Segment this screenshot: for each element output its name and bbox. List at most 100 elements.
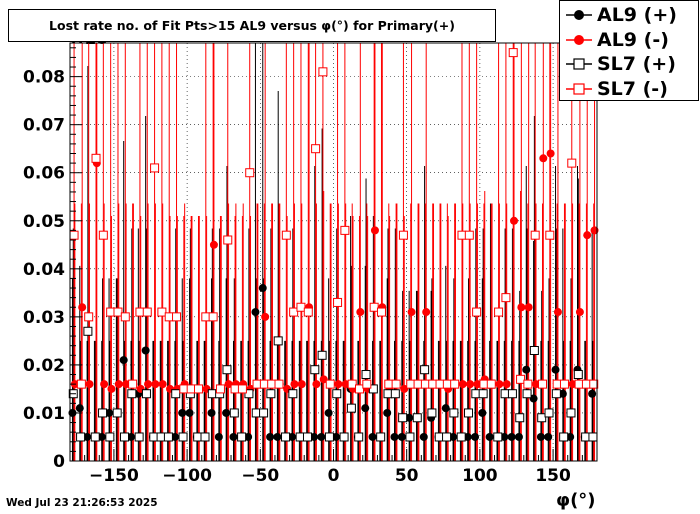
data-point [400,384,409,393]
data-point [529,345,539,355]
data-point [113,307,123,317]
data-point [566,408,576,418]
data-point [354,432,364,442]
data-point [149,432,159,442]
data-point [290,380,299,389]
data-point [501,293,511,303]
data-point [105,432,115,442]
y-tick-label: 0.07 [23,116,65,136]
data-point [523,379,533,389]
data-point [422,308,431,317]
data-point [397,432,406,441]
data-point [486,379,496,389]
data-point [558,389,567,398]
data-markers [68,48,599,442]
data-point [144,380,153,389]
data-point [449,432,458,441]
data-point [376,307,386,317]
data-point [517,303,526,312]
data-point [510,216,519,225]
open-square-marker-icon [566,58,592,70]
data-point [223,235,233,245]
data-point [464,408,474,418]
data-point [340,225,350,235]
data-point [178,408,187,417]
data-point [398,230,408,240]
y-tick-label: 0.01 [23,404,65,424]
data-point [574,379,584,389]
data-point [215,384,225,394]
data-point [98,408,108,418]
filled-circle-marker-icon [566,35,592,45]
data-point [435,379,445,389]
data-point [325,379,335,389]
data-point [164,312,174,322]
data-point [384,379,394,389]
data-point [85,380,94,389]
data-point [581,379,591,389]
data-point [150,163,160,173]
data-point [178,432,188,442]
data-point [317,432,326,441]
data-point [583,231,592,240]
data-point [442,432,452,442]
data-point [493,432,503,442]
data-point [281,432,291,442]
data-point [324,432,334,442]
data-point [552,379,562,389]
data-point [135,307,145,317]
data-point [134,432,144,442]
data-point [208,312,218,322]
y-tick-label: 0.05 [23,212,65,232]
data-point [141,346,150,355]
data-point [368,432,377,441]
data-point [419,432,428,441]
data-point [288,389,298,399]
data-point [230,384,240,394]
data-point [317,350,327,360]
data-point [391,379,401,389]
data-point [91,153,101,163]
data-point [463,432,472,441]
data-point [471,432,480,441]
axis-ticks [69,47,598,462]
data-point [551,389,561,399]
data-point [383,389,393,399]
data-point [405,413,414,422]
legend-label: AL9 (+) [597,4,677,26]
data-point [427,408,437,418]
data-point [295,432,305,442]
data-point [331,432,340,441]
data-point [544,432,553,441]
data-point [441,404,450,413]
data-point [90,432,100,442]
data-point [500,432,509,441]
data-point [274,379,284,389]
data-point [122,380,131,389]
data-point [500,389,510,399]
y-tick-label: 0.03 [23,308,65,328]
data-point [428,379,438,389]
data-point [289,307,299,317]
data-point [412,413,422,423]
data-point [407,308,416,317]
legend-item-al9-plus: AL9 (+) [560,3,700,27]
data-point [368,384,378,394]
data-point [456,432,466,442]
data-point [127,389,137,399]
data-point [524,303,533,312]
data-point [207,389,217,399]
data-point [581,432,591,442]
data-point [107,384,116,393]
data-point [244,432,253,441]
data-point [258,284,267,293]
data-point [507,432,516,441]
data-point [361,404,370,413]
data-point [413,379,423,389]
data-point [466,380,475,389]
data-point [538,379,548,389]
data-point [296,302,306,312]
data-point [83,432,92,441]
x-tick-label: −50 [241,466,279,486]
